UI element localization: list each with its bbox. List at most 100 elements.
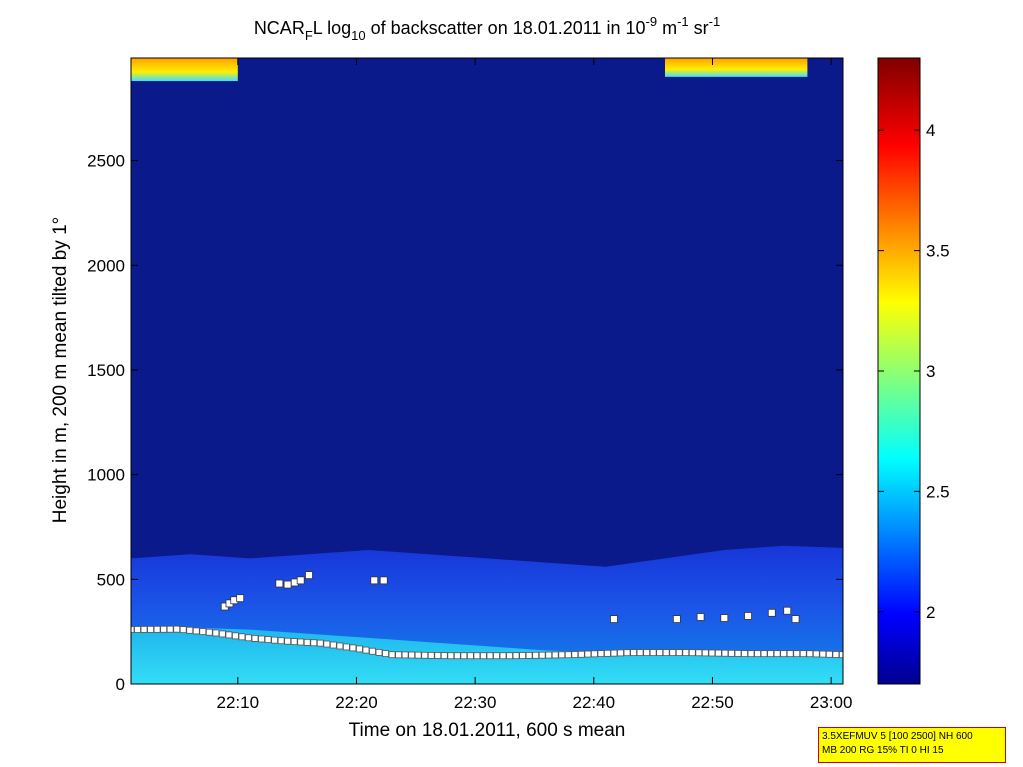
layer-marker: [590, 650, 598, 658]
layer-marker: [825, 650, 833, 658]
layer-marker: [166, 625, 174, 633]
layer-marker: [323, 640, 331, 648]
upper-layer-marker: [672, 615, 681, 623]
layer-marker: [799, 650, 807, 658]
colorbar-tick-label: 2: [926, 603, 935, 622]
layer-marker: [258, 635, 265, 643]
layer-marker: [199, 628, 207, 635]
upper-layer-marker: [767, 608, 776, 617]
y-axis: 0 500 1000 1500 2000 2500: [87, 152, 843, 694]
x-tick-label: 22:10: [217, 693, 260, 712]
layer-marker: [819, 650, 827, 658]
layer-marker: [728, 649, 735, 657]
x-tick-label: 22:40: [573, 693, 616, 712]
layer-marker: [806, 650, 814, 658]
layer-marker: [597, 650, 605, 658]
layer-marker: [434, 652, 442, 659]
upper-layer-marker: [370, 576, 379, 585]
layer-marker: [649, 649, 657, 656]
colorbar-tick-label: 3: [926, 362, 935, 381]
layer-marker: [134, 626, 141, 633]
layer-marker: [408, 651, 416, 659]
info-line-2: MB 200 RG 15% TI 0 HI 15: [822, 745, 944, 756]
layer-marker: [571, 651, 579, 658]
layer-marker: [460, 652, 468, 660]
layer-marker: [656, 649, 664, 656]
layer-marker: [715, 649, 722, 657]
layer-marker: [362, 646, 370, 654]
y-tick-label: 1500: [87, 361, 125, 380]
layer-marker: [356, 645, 363, 653]
layer-marker: [447, 652, 455, 660]
layer-marker: [643, 649, 651, 656]
x-tick-label: 22:20: [335, 693, 378, 712]
layer-marker: [525, 652, 533, 659]
upper-layer-marker: [744, 612, 752, 620]
layer-marker: [499, 652, 507, 660]
layer-marker: [708, 649, 716, 657]
layer-marker: [812, 650, 820, 658]
upper-layer-marker: [610, 615, 618, 623]
layer-marker: [493, 652, 500, 660]
layer-marker: [532, 651, 540, 659]
y-tick-label: 2000: [87, 256, 125, 275]
upper-layer-marker: [236, 594, 245, 603]
x-axis-label: Time on 18.01.2011, 600 s mean: [349, 720, 626, 741]
layer-marker: [695, 649, 703, 657]
layer-marker: [636, 649, 644, 656]
plot-frame: [130, 57, 844, 685]
layer-marker: [342, 643, 350, 651]
layer-marker: [558, 651, 566, 659]
layer-marker: [375, 648, 383, 656]
layer-marker: [245, 634, 252, 642]
layer-marker: [701, 649, 709, 657]
layer-marker: [395, 651, 402, 659]
layer-marker: [192, 627, 200, 635]
layer-marker: [832, 651, 840, 658]
layer-marker: [473, 652, 481, 660]
layer-marker: [734, 650, 742, 657]
layer-marker: [617, 649, 624, 657]
colorbar-tick-label: 3.5: [926, 242, 950, 261]
layer-marker: [232, 632, 239, 640]
layer-marker: [604, 649, 611, 657]
chart-title: NCARFL log10 of backscatter on 18.01.201…: [254, 14, 720, 43]
upper-layer-marker: [275, 579, 284, 588]
layer-marker: [290, 638, 298, 646]
layer-marker: [303, 638, 311, 646]
layer-marker: [760, 650, 768, 658]
layer-marker: [264, 636, 272, 643]
layer-marker: [767, 650, 775, 658]
x-tick-label: 23:00: [810, 693, 853, 712]
y-tick-label: 2500: [87, 152, 125, 171]
layer-marker: [382, 650, 389, 657]
layer-marker: [140, 626, 148, 633]
layer-marker: [205, 628, 213, 636]
layer-marker: [186, 626, 194, 634]
layer-marker: [440, 652, 448, 660]
y-tick-label: 0: [116, 675, 125, 694]
layer-marker: [538, 651, 546, 659]
upper-layer-marker: [720, 614, 729, 622]
layer-marker: [506, 652, 513, 660]
layer-marker: [773, 650, 781, 658]
layer-marker: [329, 641, 337, 649]
x-axis: 22:10 22:20 22:30 22:40 22:50 23:00: [217, 58, 853, 712]
layer-marker: [551, 651, 559, 659]
layer-marker: [179, 626, 187, 634]
upper-layer-marker: [379, 576, 388, 585]
layer-marker: [584, 650, 592, 658]
layer-marker: [316, 639, 324, 647]
layer-marker: [284, 637, 292, 645]
y-tick-label: 500: [97, 570, 125, 589]
layer-marker: [721, 649, 729, 657]
layer-marker: [839, 651, 843, 659]
layer-marker: [545, 651, 553, 659]
layer-marker: [630, 649, 637, 656]
layer-marker: [453, 652, 461, 660]
layer-marker: [238, 633, 246, 641]
layer-marker: [688, 649, 696, 657]
layer-marker: [793, 650, 801, 658]
x-tick-label: 22:50: [691, 693, 734, 712]
